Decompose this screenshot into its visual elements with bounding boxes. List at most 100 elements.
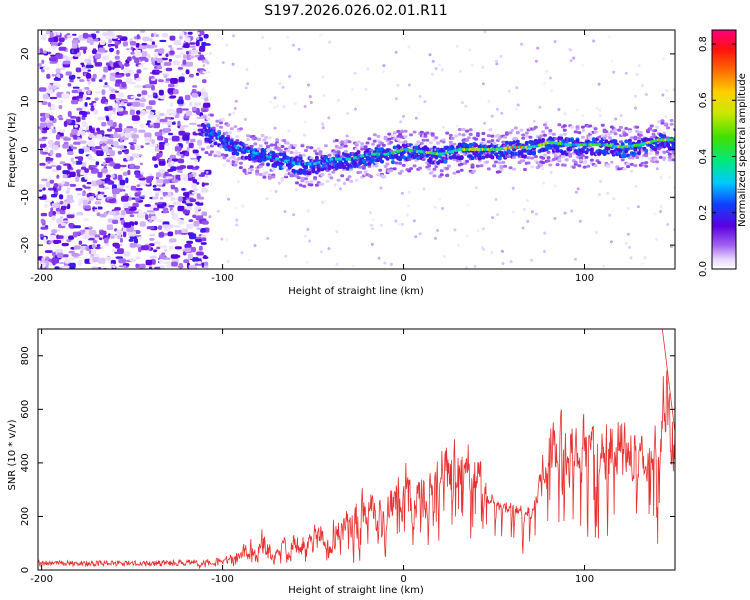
spectrogram-cell	[258, 173, 263, 176]
spectrogram-cell	[116, 49, 120, 55]
spectrogram-cell	[57, 99, 64, 104]
spectrogram-cell	[644, 161, 649, 165]
spectrogram-cell	[309, 183, 314, 187]
spectrogram-cell	[149, 111, 153, 115]
spectrogram-cell	[500, 111, 504, 115]
spectrogram-cell	[300, 144, 305, 148]
spectrogram-cell	[521, 226, 525, 230]
spectrogram-cell	[511, 186, 515, 190]
spectrogram-cell	[293, 101, 297, 105]
spectrogram-cell	[136, 110, 141, 115]
spectrogram-cell	[580, 154, 585, 158]
spectrogram-cell	[626, 162, 631, 166]
spectrogram-x-label: Height of straight line (km)	[288, 286, 424, 297]
spectrogram-cell	[659, 204, 663, 208]
spectrogram-cell	[390, 134, 395, 137]
spectrogram-cell	[414, 235, 418, 239]
spectrogram-cell	[438, 197, 442, 201]
spectrogram-cell	[516, 103, 520, 107]
spectrogram-cell	[155, 34, 159, 38]
spectrogram-cell	[545, 69, 549, 73]
spectrogram-cell	[292, 213, 295, 217]
spectrogram-cell	[669, 122, 674, 126]
spectrogram-cell	[130, 185, 137, 191]
spectrogram-cell	[421, 158, 426, 161]
spectrogram-cell	[306, 209, 310, 213]
spectrogram-cell	[109, 48, 114, 53]
spectrogram-cell	[627, 138, 632, 143]
y-tick-label: -10	[20, 189, 31, 205]
spectrogram-cell	[45, 256, 50, 260]
spectrogram-cell	[381, 70, 385, 74]
spectrogram-cell	[195, 238, 202, 242]
spectrogram-cell	[92, 240, 98, 244]
spectrogram-cell	[574, 190, 578, 194]
spectrogram-cell	[269, 189, 273, 193]
spectrogram-cell	[671, 158, 675, 162]
spectrogram-cell	[44, 146, 49, 153]
spectrogram-cell	[130, 95, 137, 99]
spectrogram-cell	[501, 262, 505, 265]
spectrogram-cell	[322, 94, 326, 97]
spectrogram-cell	[133, 120, 141, 124]
spectrogram-cell	[573, 130, 578, 134]
spectrogram-cell	[407, 190, 411, 194]
spectrogram-cell	[206, 117, 211, 121]
spectrogram-cell	[414, 143, 419, 147]
spectrogram-cell	[45, 265, 49, 269]
spectrogram-cell	[409, 167, 413, 171]
spectrogram-cell	[606, 164, 611, 168]
spectrogram-cell	[97, 151, 101, 154]
spectrogram-cell	[655, 150, 660, 154]
spectrogram-cell	[120, 210, 126, 216]
spectrogram-cell	[170, 196, 176, 201]
spectrogram-cell	[482, 227, 485, 231]
spectrogram-cell	[619, 114, 623, 118]
spectrogram-cell	[271, 167, 276, 171]
spectrogram-cell	[118, 258, 126, 264]
spectrogram-cell	[644, 164, 649, 168]
spectrogram-cell	[134, 221, 138, 226]
spectrogram-cell	[47, 51, 52, 55]
spectrogram-cell	[226, 123, 231, 127]
spectrogram-cell	[667, 146, 672, 151]
spectrogram-cell	[166, 120, 172, 126]
spectrogram-cell	[586, 164, 591, 168]
spectrogram-cell	[50, 54, 56, 57]
spectrogram-cell	[40, 212, 48, 217]
spectrogram-cell	[98, 79, 103, 82]
spectrogram-cell	[61, 242, 69, 247]
spectrogram-cell	[425, 131, 430, 135]
spectrogram-cell	[49, 162, 56, 165]
spectrogram-cell	[59, 129, 66, 133]
spectrogram-cell	[135, 230, 141, 234]
spectrogram-cell	[129, 242, 137, 248]
spectrogram-cell	[238, 127, 243, 131]
spectrogram-cell	[163, 261, 171, 265]
spectrogram-cell	[135, 263, 140, 268]
spectrogram-cell	[141, 195, 146, 198]
spectrogram-cell	[125, 177, 129, 184]
spectrogram-cell	[653, 147, 658, 152]
spectrogram-cell	[178, 196, 183, 202]
spectrogram-cell	[174, 55, 182, 58]
spectrogram-cell	[416, 156, 421, 161]
spectrogram-cell	[136, 69, 142, 74]
spectrogram-cell	[475, 164, 480, 168]
spectrogram-cell	[56, 252, 64, 258]
spectrogram-cell	[568, 154, 573, 158]
spectrogram-cell	[459, 162, 464, 166]
spectrogram-cell	[208, 153, 213, 157]
spectrogram-cell	[356, 140, 361, 144]
spectrogram-cell	[73, 141, 81, 145]
spectrogram-cell	[131, 153, 140, 158]
spectrogram-cell	[513, 137, 518, 141]
spectrogram-cell	[306, 228, 310, 231]
spectrogram-cell	[215, 124, 220, 127]
spectrogram-cell	[340, 174, 345, 178]
spectrogram-cell	[107, 119, 114, 126]
spectrogram-cell	[278, 149, 283, 152]
spectrogram-cell	[133, 238, 139, 244]
spectrogram-cell	[492, 141, 497, 145]
spectrogram-cell	[524, 140, 529, 145]
